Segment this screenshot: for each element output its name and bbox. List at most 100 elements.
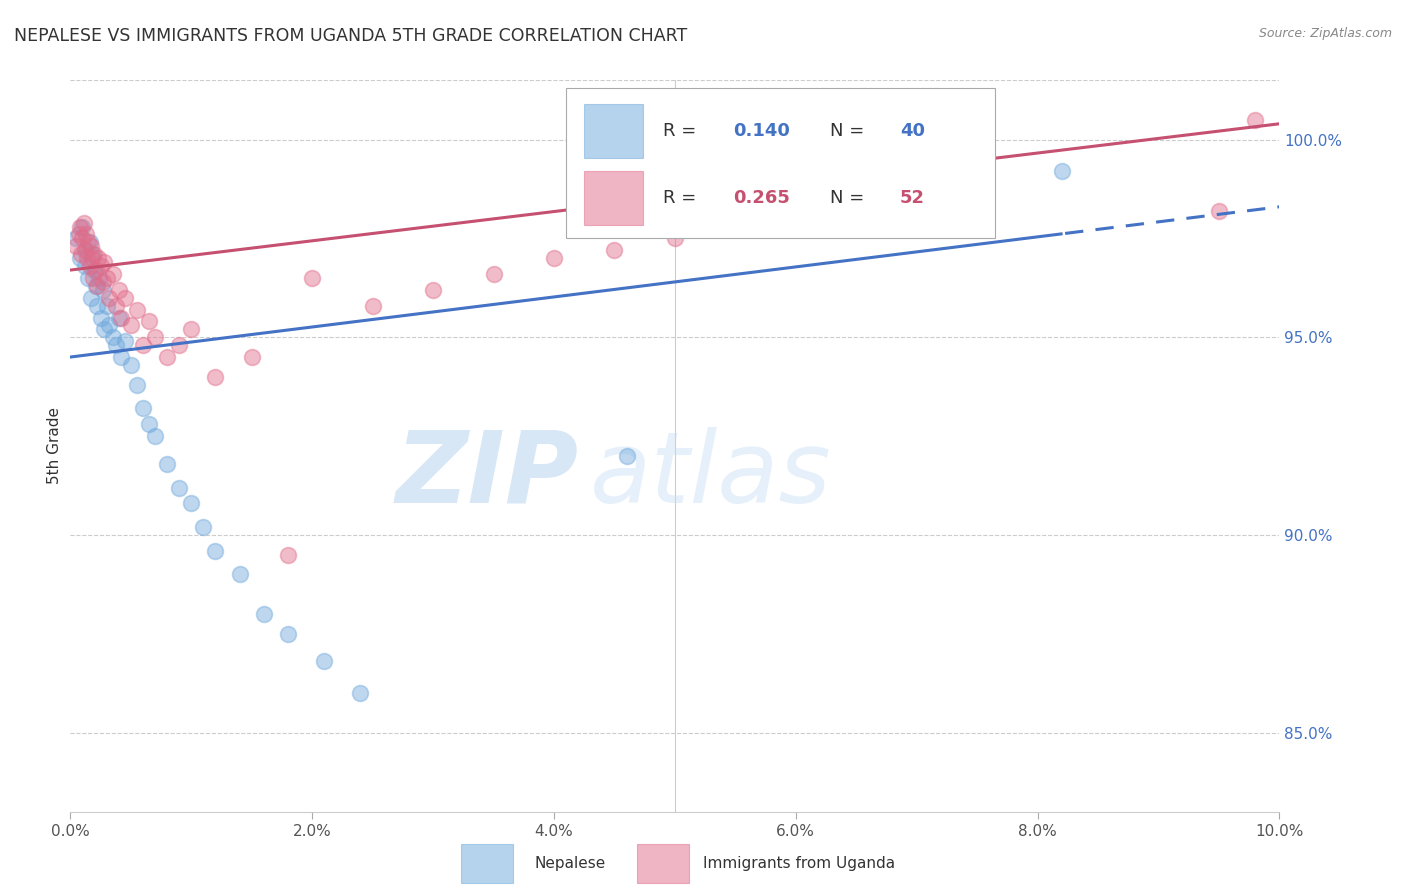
Text: 0.265: 0.265 (733, 189, 790, 207)
Point (132, 401, 155, 416)
Point (1208, 203, 1230, 218)
Point (905, 192, 928, 206)
Text: 52: 52 (900, 189, 925, 207)
Point (114, 291, 136, 305)
Point (79, 235, 101, 250)
FancyBboxPatch shape (567, 87, 995, 237)
Point (96, 271, 118, 285)
Point (277, 627, 299, 641)
Point (86, 299, 108, 313)
Point (72, 216, 94, 230)
Point (120, 358, 142, 372)
Point (75, 244, 97, 258)
Point (82, 271, 104, 285)
Point (125, 377, 148, 392)
Point (90, 259, 111, 273)
Point (228, 567, 250, 582)
Point (79, 259, 101, 273)
Y-axis label: 5th Grade: 5th Grade (46, 408, 62, 484)
Text: Source: ZipAtlas.com: Source: ZipAtlas.com (1258, 27, 1392, 40)
Point (664, 231, 686, 245)
Point (91, 283, 114, 297)
Point (73, 244, 96, 258)
Point (167, 481, 190, 495)
Point (785, 211, 807, 226)
Point (72, 231, 94, 245)
Text: Immigrants from Uganda: Immigrants from Uganda (703, 856, 896, 871)
Point (76, 251, 98, 265)
Point (143, 330, 166, 344)
Point (80, 247, 103, 261)
Point (80, 291, 103, 305)
Point (193, 520, 215, 534)
Point (1050, 164, 1073, 178)
Point (180, 322, 202, 336)
Text: Nepalese: Nepalese (534, 856, 606, 871)
Point (120, 318, 142, 333)
Text: N =: N = (830, 189, 870, 207)
Point (110, 350, 132, 364)
Point (138, 314, 160, 328)
Point (105, 299, 128, 313)
Point (69, 219, 91, 234)
Point (69, 251, 91, 265)
Point (125, 302, 148, 317)
Point (240, 350, 263, 364)
Point (143, 429, 166, 443)
Point (83, 247, 105, 261)
Point (86, 278, 108, 293)
Point (180, 496, 202, 510)
Point (83, 263, 105, 277)
Text: ZIP: ZIP (395, 426, 578, 524)
Text: R =: R = (662, 189, 702, 207)
Point (77, 271, 100, 285)
Point (724, 219, 747, 234)
Point (105, 338, 128, 352)
Point (107, 310, 129, 325)
Point (603, 244, 626, 258)
Point (114, 334, 136, 349)
Point (314, 655, 336, 669)
Point (91, 275, 114, 289)
Point (138, 417, 160, 432)
Point (75, 227, 97, 242)
Point (349, 686, 371, 700)
Point (616, 449, 638, 463)
Point (101, 330, 124, 344)
Point (422, 283, 444, 297)
Point (98, 318, 121, 333)
Point (253, 607, 276, 621)
Text: R =: R = (662, 122, 702, 140)
Point (98, 291, 121, 305)
Point (543, 251, 565, 265)
Point (77, 235, 100, 250)
Point (204, 543, 226, 558)
Point (84, 263, 107, 277)
Point (87, 251, 110, 265)
Point (93, 322, 115, 336)
Point (67, 227, 90, 242)
FancyBboxPatch shape (585, 104, 644, 158)
Text: atlas: atlas (591, 426, 832, 524)
Point (132, 338, 155, 352)
Point (167, 338, 190, 352)
Point (482, 267, 505, 281)
Point (96, 299, 118, 313)
Text: N =: N = (830, 122, 870, 140)
Text: 0.140: 0.140 (733, 122, 790, 140)
Point (204, 369, 226, 384)
Point (65, 231, 87, 245)
Point (361, 299, 384, 313)
Point (89, 271, 111, 285)
Point (80, 251, 103, 265)
FancyBboxPatch shape (585, 171, 644, 226)
Point (84, 278, 107, 293)
Text: NEPALESE VS IMMIGRANTS FROM UGANDA 5TH GRADE CORRELATION CHART: NEPALESE VS IMMIGRANTS FROM UGANDA 5TH G… (14, 27, 688, 45)
Point (101, 267, 124, 281)
Point (156, 350, 179, 364)
Text: 40: 40 (900, 122, 925, 140)
Point (70, 247, 93, 261)
Point (156, 457, 179, 471)
Point (277, 548, 299, 562)
Point (110, 310, 132, 325)
